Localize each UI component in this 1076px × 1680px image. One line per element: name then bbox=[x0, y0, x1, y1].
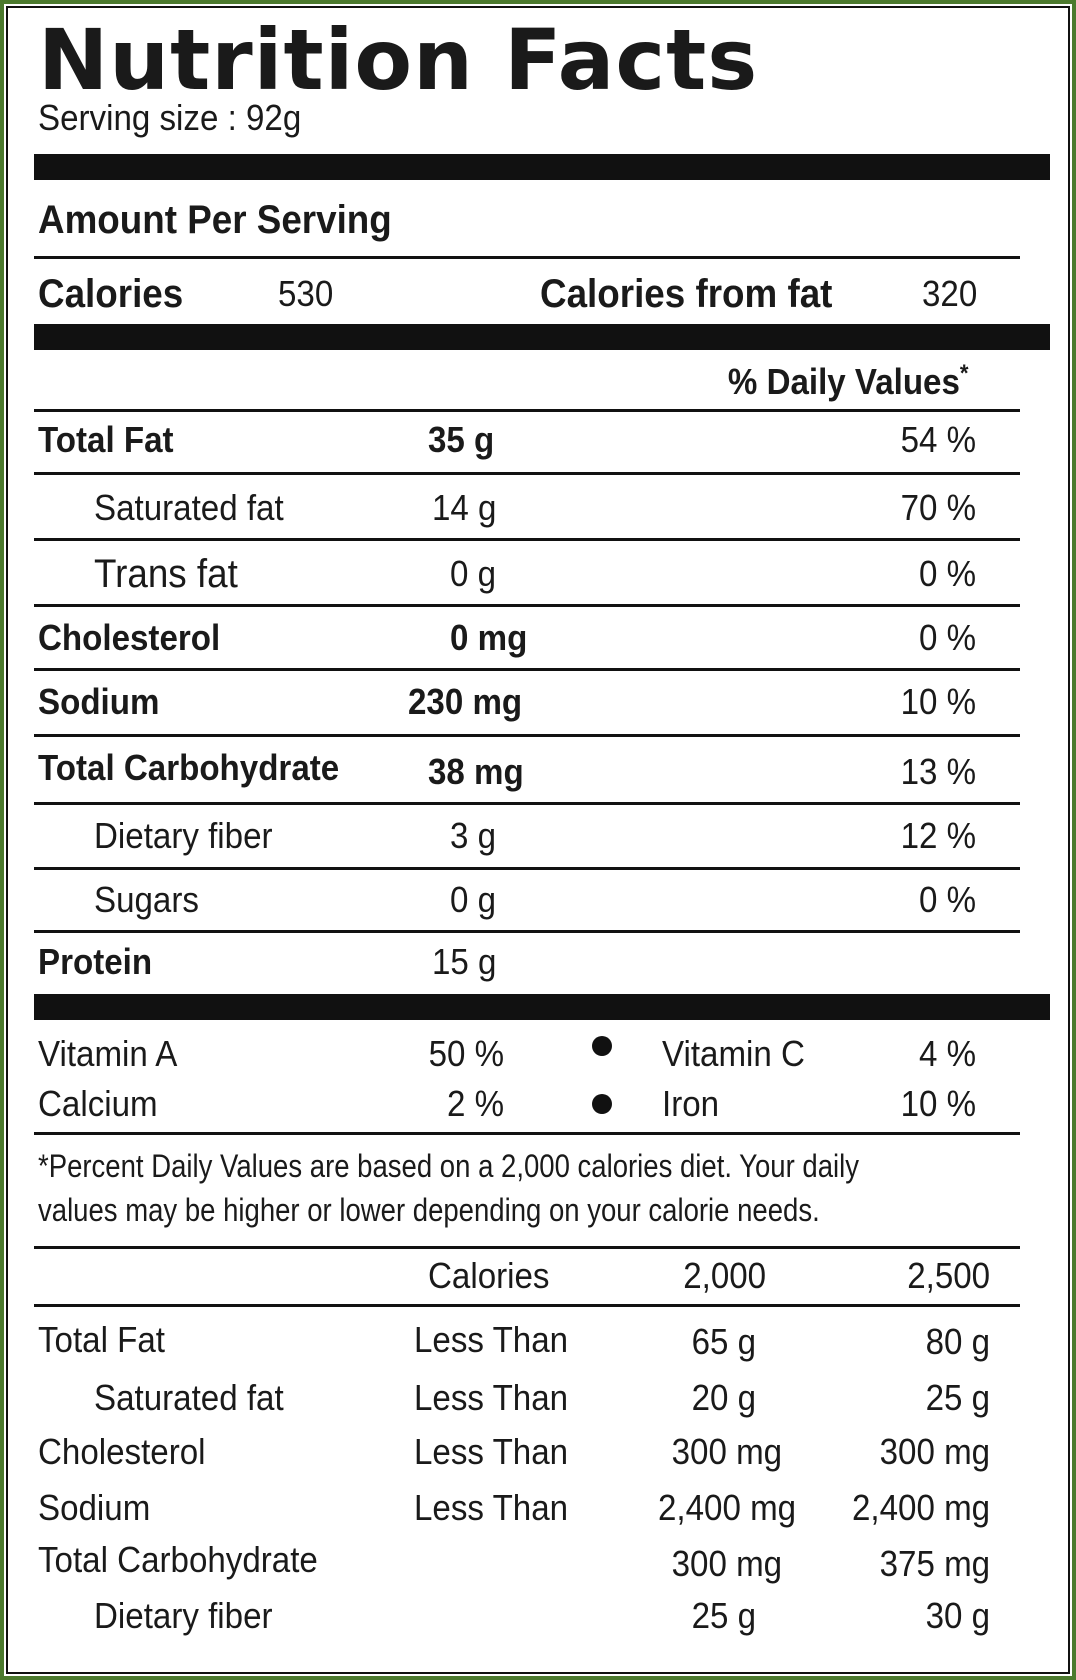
reference-col1-value: 25 g bbox=[691, 1595, 756, 1636]
reference-nutrient: Dietary fiber bbox=[94, 1595, 273, 1636]
nutrient-name: Protein bbox=[38, 941, 153, 982]
nutrient-name: Cholesterol bbox=[38, 617, 221, 658]
nutrient-name: Sodium bbox=[38, 681, 160, 722]
thick-divider bbox=[34, 324, 1050, 350]
vitamin-value: 2 % bbox=[446, 1083, 504, 1124]
divider bbox=[34, 472, 1020, 475]
divider bbox=[34, 1304, 1020, 1307]
nutrient-daily-value: 10 % bbox=[900, 681, 976, 722]
reference-qualifier: Less Than bbox=[414, 1319, 569, 1360]
reference-nutrient: Total Fat bbox=[38, 1319, 166, 1360]
nutrient-daily-value: 0 % bbox=[918, 879, 976, 920]
reference-nutrient: Cholesterol bbox=[38, 1431, 206, 1472]
nutrient-name: Total Fat bbox=[38, 419, 174, 460]
reference-col1-value: 300 mg bbox=[671, 1543, 782, 1584]
vitamin-name: Calcium bbox=[38, 1083, 158, 1124]
reference-nutrient: Total Carbohydrate bbox=[38, 1539, 318, 1580]
vitamin-value: 10 % bbox=[900, 1083, 976, 1124]
nutrient-daily-value: 13 % bbox=[900, 751, 976, 792]
reference-qualifier: Less Than bbox=[414, 1377, 569, 1418]
vitamin-value: 50 % bbox=[428, 1033, 504, 1074]
divider bbox=[34, 1132, 1020, 1135]
nutrient-amount: 0 g bbox=[450, 553, 497, 594]
footnote-line: *Percent Daily Values are based on a 2,0… bbox=[38, 1148, 860, 1184]
nutrient-daily-value: 54 % bbox=[900, 419, 976, 460]
thick-divider bbox=[34, 994, 1050, 1020]
daily-values-header: % Daily Values* bbox=[727, 360, 968, 402]
nutrient-amount: 15 g bbox=[432, 941, 497, 982]
reference-col1-header: 2,000 bbox=[683, 1255, 766, 1296]
reference-col2-value: 375 mg bbox=[879, 1543, 990, 1584]
nutrient-amount: 0 g bbox=[450, 879, 497, 920]
calories-value: 530 bbox=[278, 273, 334, 314]
nutrient-name: Dietary fiber bbox=[94, 815, 273, 856]
divider bbox=[34, 538, 1020, 541]
divider bbox=[34, 668, 1020, 671]
nutrient-daily-value: 12 % bbox=[900, 815, 976, 856]
divider bbox=[34, 256, 1020, 259]
bullet-icon bbox=[592, 1036, 612, 1056]
reference-col2-value: 25 g bbox=[925, 1377, 990, 1418]
bullet-icon bbox=[592, 1094, 612, 1114]
divider bbox=[34, 930, 1020, 933]
reference-col1-value: 2,400 mg bbox=[657, 1487, 796, 1528]
reference-col2-value: 300 mg bbox=[879, 1431, 990, 1472]
reference-qualifier: Less Than bbox=[414, 1487, 569, 1528]
reference-col1-value: 20 g bbox=[691, 1377, 756, 1418]
amount-per-serving: Amount Per Serving bbox=[38, 198, 392, 242]
reference-col2-value: 2,400 mg bbox=[851, 1487, 990, 1528]
vitamin-name: Vitamin A bbox=[38, 1033, 178, 1074]
reference-qualifier: Less Than bbox=[414, 1431, 569, 1472]
reference-col1-value: 300 mg bbox=[671, 1431, 782, 1472]
divider bbox=[34, 409, 1020, 412]
nutrient-amount: 3 g bbox=[450, 815, 497, 856]
divider bbox=[34, 1246, 1020, 1249]
reference-nutrient: Sodium bbox=[38, 1487, 151, 1528]
divider bbox=[34, 867, 1020, 870]
nutrient-daily-value: 70 % bbox=[900, 487, 976, 528]
reference-col2-value: 30 g bbox=[925, 1595, 990, 1636]
reference-col2-header: 2,500 bbox=[907, 1255, 990, 1296]
nutrient-name: Total Carbohydrate bbox=[38, 747, 340, 788]
nutrient-name: Sugars bbox=[94, 879, 199, 920]
nutrient-name: Trans fat bbox=[94, 552, 238, 596]
nutrient-daily-value: 0 % bbox=[918, 553, 976, 594]
nutrient-amount: 0 mg bbox=[450, 617, 528, 658]
footnote-line: values may be higher or lower depending … bbox=[38, 1192, 820, 1228]
calories-from-fat-label: Calories from fat bbox=[540, 272, 833, 316]
reference-nutrient: Saturated fat bbox=[94, 1377, 284, 1418]
divider bbox=[34, 802, 1020, 805]
vitamin-value: 4 % bbox=[918, 1033, 976, 1074]
divider bbox=[34, 604, 1020, 607]
reference-calories-header: Calories bbox=[428, 1255, 550, 1296]
divider bbox=[34, 734, 1020, 737]
vitamin-name: Vitamin C bbox=[662, 1033, 805, 1074]
vitamin-name: Iron bbox=[662, 1083, 720, 1124]
nutrient-amount: 38 mg bbox=[428, 751, 524, 792]
nutrient-amount: 230 mg bbox=[408, 681, 523, 722]
reference-col1-value: 65 g bbox=[691, 1321, 756, 1362]
label-title: Nutrition Facts bbox=[38, 11, 759, 109]
calories-label: Calories bbox=[38, 272, 184, 316]
nutrient-amount: 35 g bbox=[428, 419, 495, 460]
nutrient-daily-value: 0 % bbox=[918, 617, 976, 658]
nutrient-name: Saturated fat bbox=[94, 487, 284, 528]
serving-size: Serving size : 92g bbox=[38, 97, 302, 138]
nutrient-amount: 14 g bbox=[432, 487, 497, 528]
thick-divider bbox=[34, 154, 1050, 180]
reference-col2-value: 80 g bbox=[925, 1321, 990, 1362]
calories-from-fat-value: 320 bbox=[922, 273, 978, 314]
